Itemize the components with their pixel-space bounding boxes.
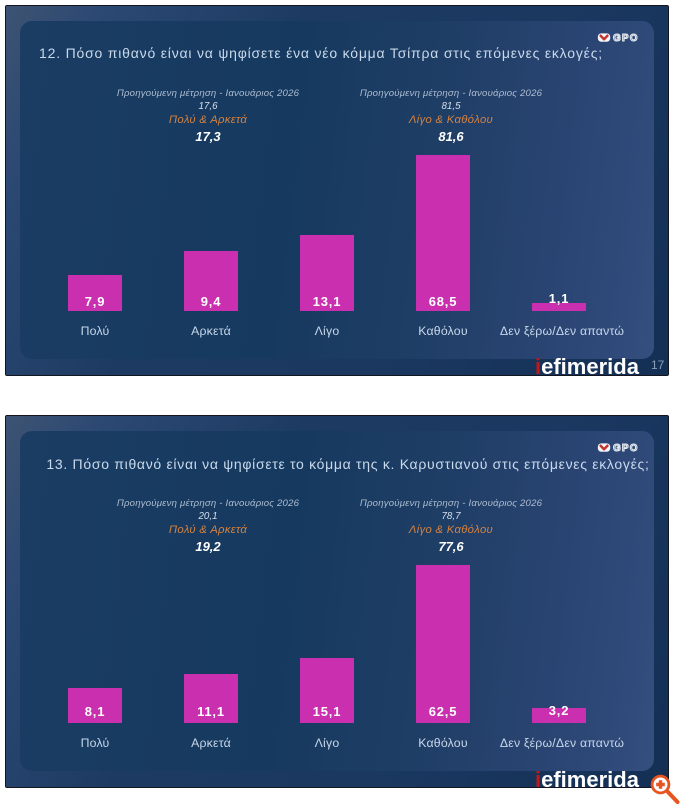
svg-text:GPO: GPO xyxy=(613,443,639,453)
svg-text:GPO: GPO xyxy=(613,33,639,43)
